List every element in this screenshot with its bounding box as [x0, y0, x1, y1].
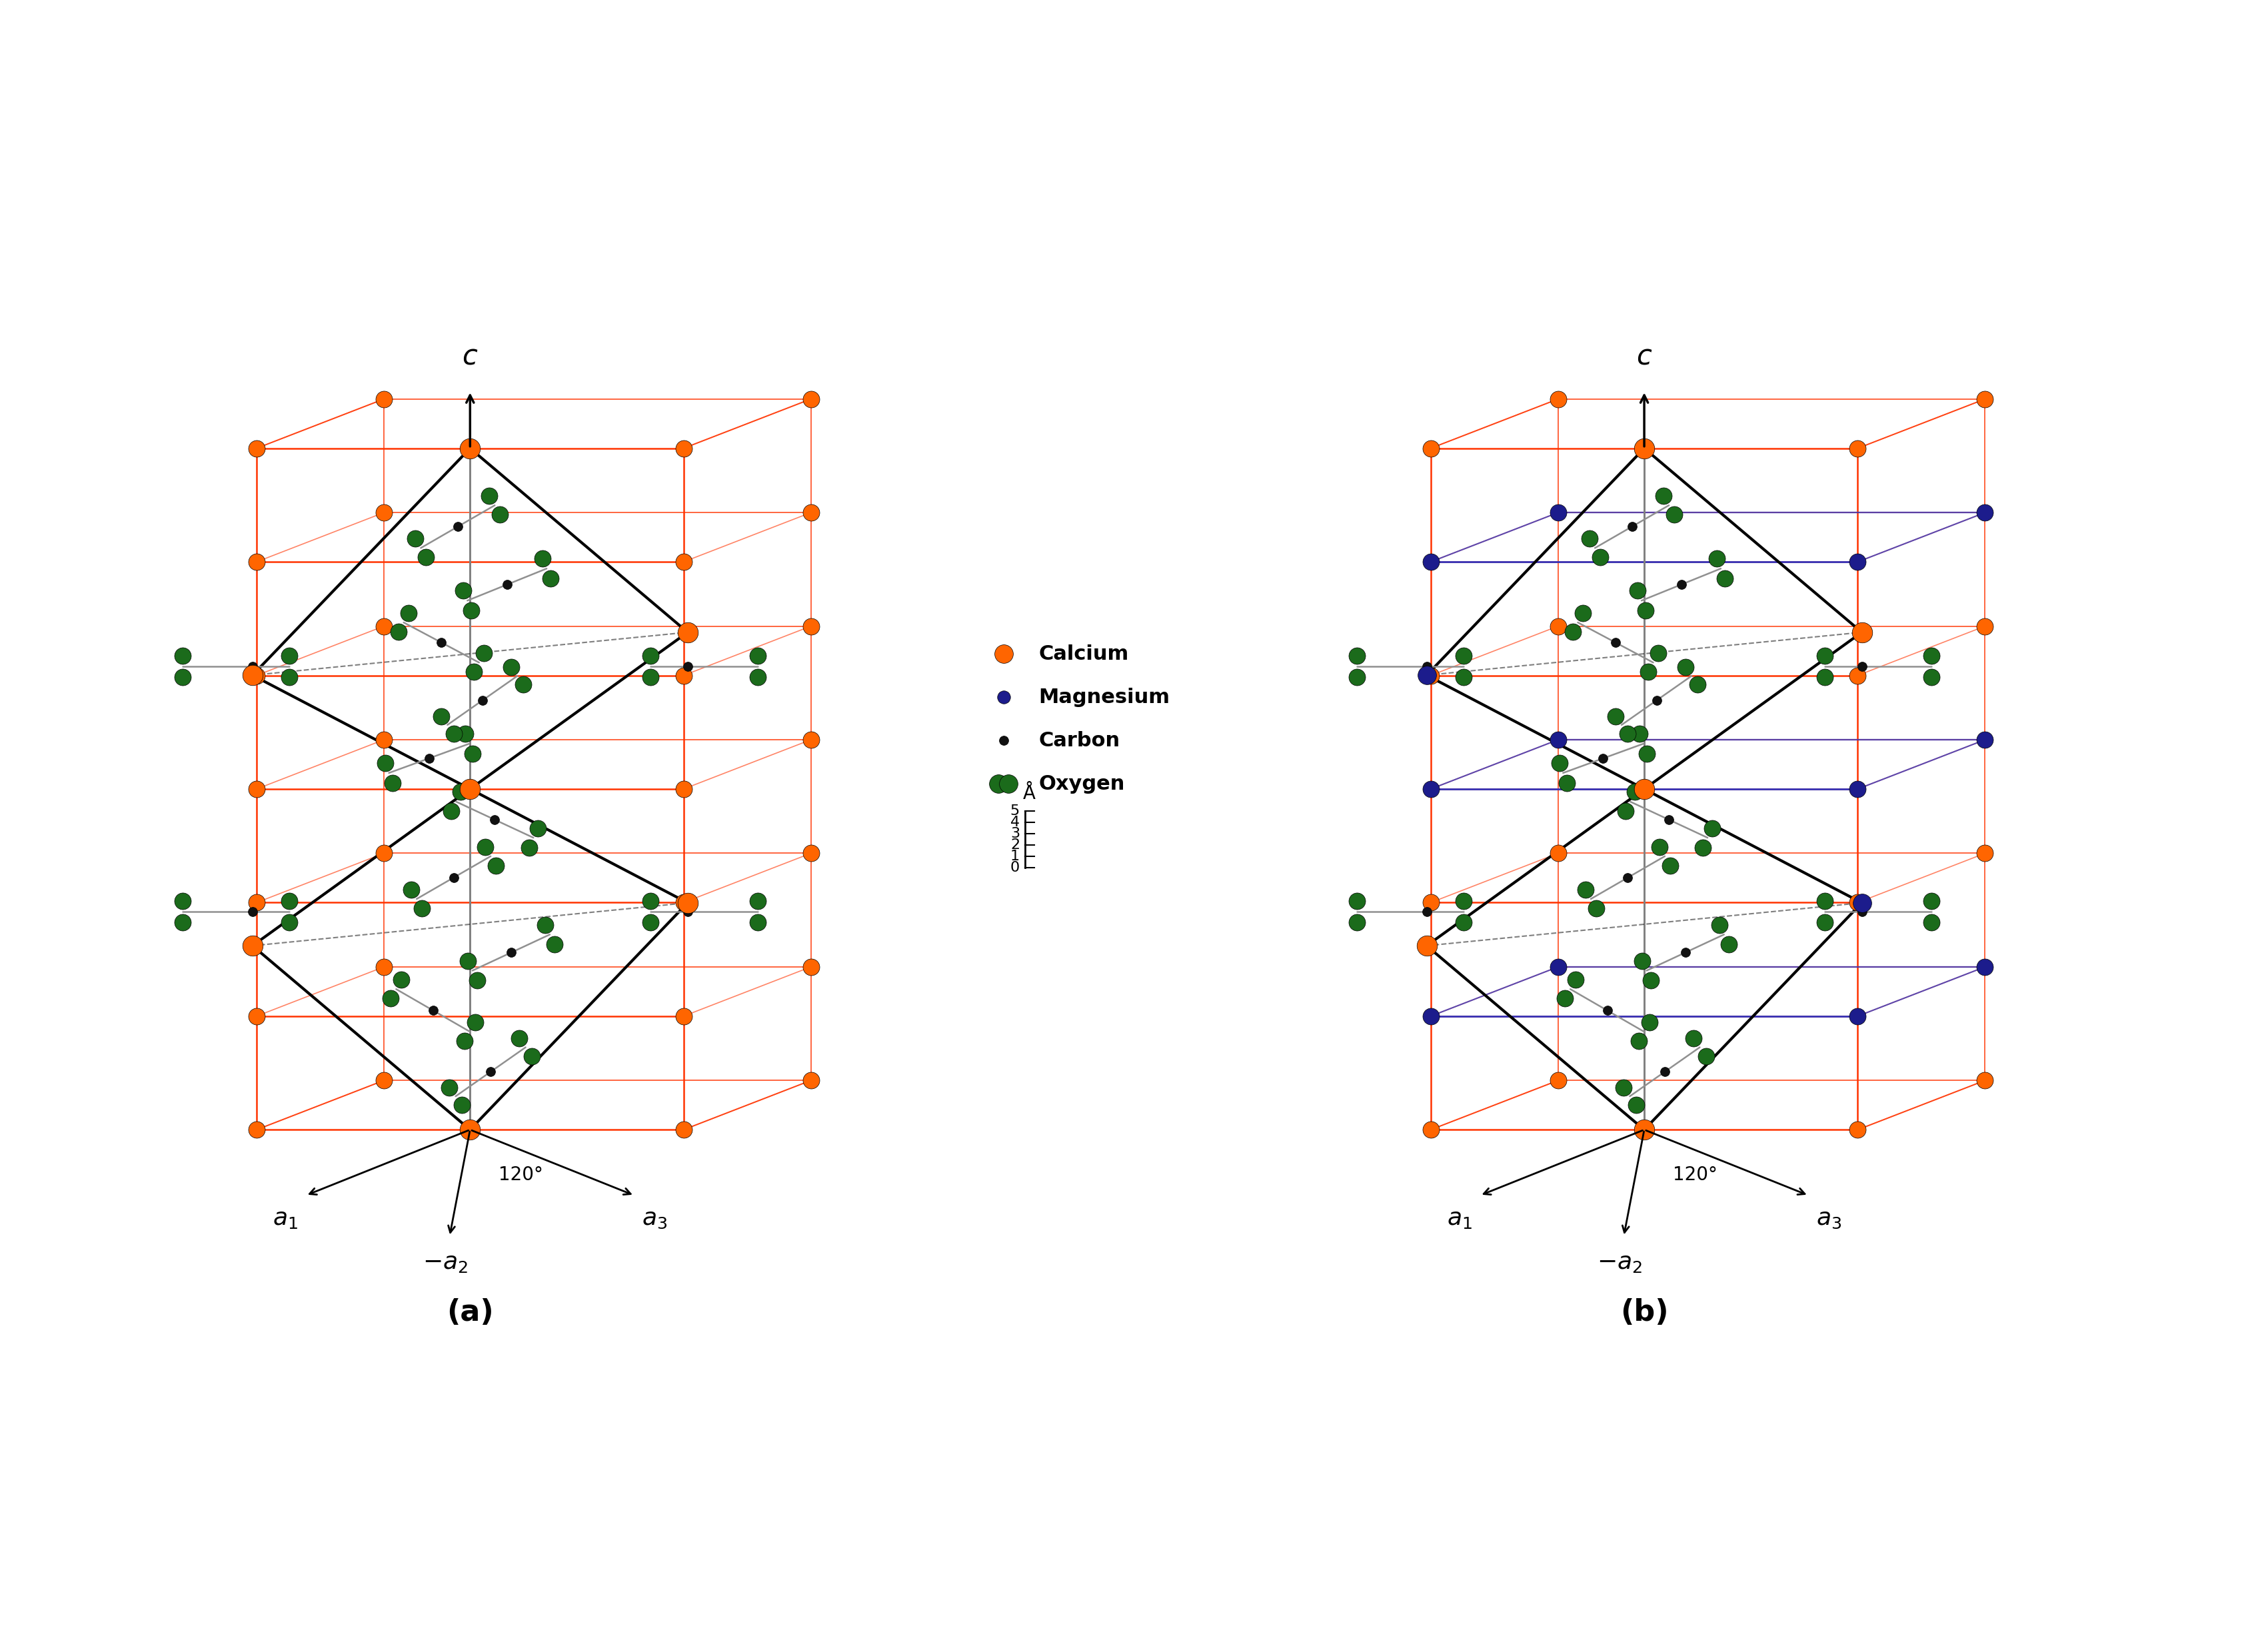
Text: 5: 5: [1009, 805, 1021, 818]
Text: 4: 4: [1009, 816, 1021, 829]
Text: $a_1$: $a_1$: [273, 1208, 298, 1231]
Text: Carbon: Carbon: [1039, 730, 1120, 750]
Text: $-a_2$: $-a_2$: [1596, 1251, 1642, 1274]
Text: $a_1$: $a_1$: [1447, 1208, 1472, 1231]
Text: (b): (b): [1619, 1298, 1669, 1327]
Text: 3: 3: [1009, 828, 1021, 841]
Text: Oxygen: Oxygen: [1039, 775, 1124, 793]
Text: Magnesium: Magnesium: [1039, 687, 1170, 707]
Text: $-a_2$: $-a_2$: [422, 1251, 467, 1274]
Text: $a_3$: $a_3$: [641, 1208, 668, 1231]
Text: $c$: $c$: [1637, 342, 1653, 370]
Text: 0: 0: [1009, 861, 1021, 874]
Text: Calcium: Calcium: [1039, 644, 1129, 664]
Text: 120°: 120°: [499, 1166, 544, 1184]
Text: (a): (a): [447, 1298, 495, 1327]
Text: $a_3$: $a_3$: [1815, 1208, 1843, 1231]
Text: 1: 1: [1009, 849, 1021, 864]
Text: 2: 2: [1009, 839, 1021, 852]
Text: $c$: $c$: [463, 342, 479, 370]
Text: 120°: 120°: [1673, 1166, 1718, 1184]
Text: Å: Å: [1023, 785, 1036, 803]
